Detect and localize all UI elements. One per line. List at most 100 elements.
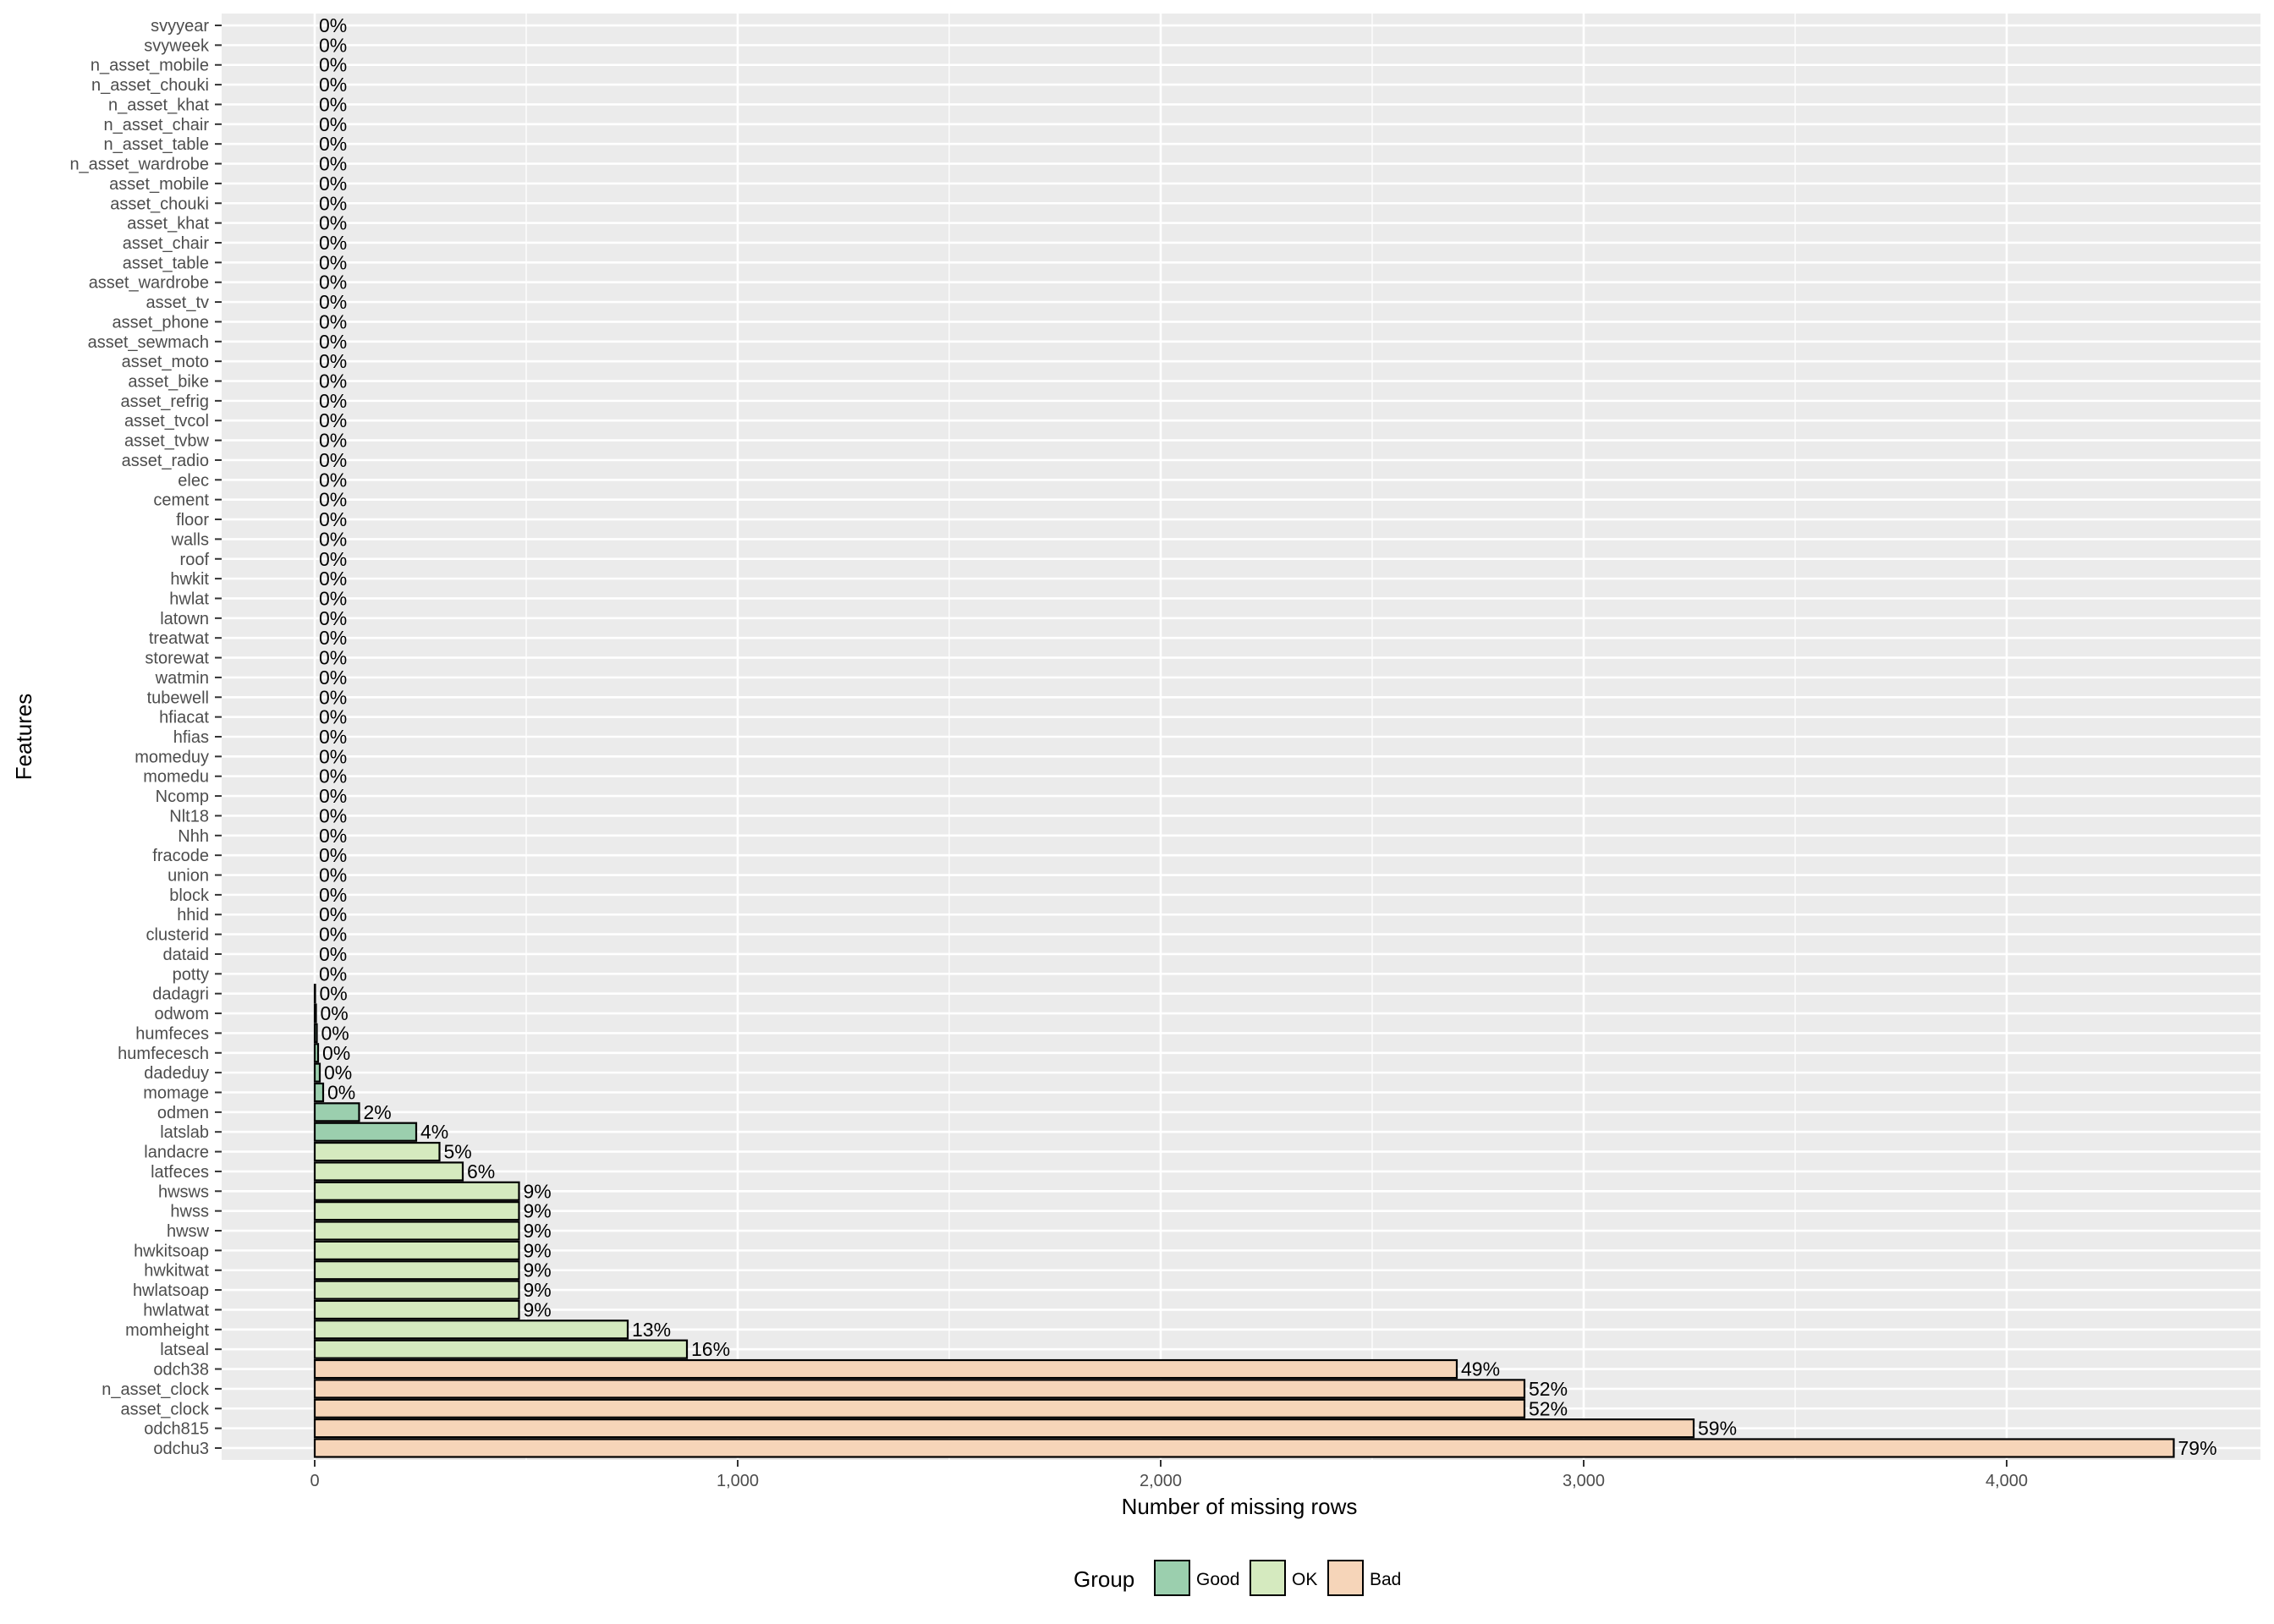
bar: [313, 1221, 520, 1241]
data-label: 0%: [319, 686, 347, 708]
legend-key-bad: [1327, 1560, 1364, 1596]
data-label: 0%: [319, 627, 347, 649]
data-label: 0%: [319, 963, 347, 985]
data-label: 0%: [319, 192, 347, 214]
data-label: 0%: [319, 924, 347, 946]
bar: [313, 1201, 520, 1221]
data-label: 0%: [319, 745, 347, 767]
bar: [313, 1062, 321, 1083]
data-label: 0%: [319, 251, 347, 273]
y-tick-label: dadagri: [152, 985, 209, 1004]
bar: [313, 1082, 325, 1103]
data-label: 5%: [444, 1141, 472, 1163]
data-label: 9%: [524, 1259, 552, 1281]
y-tick-label: n_asset_mobile: [91, 57, 209, 75]
data-label: 0%: [319, 528, 347, 550]
x-tick-label: 2,000: [1140, 1472, 1182, 1490]
y-tick-label: walls: [171, 530, 209, 549]
y-tick-label: latfeces: [151, 1163, 209, 1182]
data-label: 0%: [319, 272, 347, 294]
x-tick-label: 3,000: [1563, 1472, 1605, 1490]
legend-label-ok: OK: [1292, 1570, 1317, 1589]
y-tick-label: hfias: [173, 728, 209, 747]
bar: [313, 1320, 629, 1340]
y-tick-label: odmen: [157, 1104, 209, 1122]
y-tick-label: asset_bike: [128, 373, 209, 392]
data-label: 0%: [322, 1042, 350, 1064]
y-tick-label: odwom: [155, 1005, 209, 1023]
y-tick-label: momage: [143, 1084, 209, 1102]
bar: [313, 1102, 360, 1122]
data-label: 0%: [319, 14, 347, 36]
bar: [313, 1339, 689, 1359]
data-label: 9%: [524, 1220, 552, 1242]
y-tick-label: asset_tv: [146, 294, 209, 312]
data-label: 0%: [319, 785, 347, 807]
data-label: 52%: [1529, 1397, 1568, 1419]
x-tick-label: 4,000: [1986, 1472, 2028, 1490]
data-label: 0%: [319, 587, 347, 609]
y-axis-title: Features: [11, 694, 36, 781]
y-tick-label: dadeduy: [144, 1064, 209, 1083]
data-label: 9%: [524, 1279, 552, 1301]
data-label: 0%: [319, 943, 347, 965]
y-tick-label: landacre: [144, 1144, 209, 1162]
y-tick-label: asset_phone: [112, 313, 209, 332]
y-tick-label: Ncomp: [156, 787, 209, 806]
y-tick-label: latslab: [160, 1123, 209, 1142]
data-label: 9%: [524, 1298, 552, 1320]
bar: [313, 1161, 464, 1182]
y-tick-label: block: [169, 886, 210, 905]
y-tick-label: hwsws: [158, 1182, 209, 1201]
y-tick-label: asset_sewmach: [88, 333, 209, 352]
y-tick-label: dataid: [163, 946, 210, 964]
data-label: 0%: [319, 93, 347, 115]
data-label: 0%: [321, 1002, 349, 1024]
y-tick-label: asset_wardrobe: [89, 274, 209, 293]
data-label: 0%: [319, 726, 347, 748]
y-tick-label: elec: [178, 471, 209, 490]
bar: [313, 1299, 520, 1320]
data-label: 0%: [321, 1022, 349, 1044]
y-tick-label: asset_refrig: [121, 392, 210, 411]
data-label: 0%: [319, 489, 347, 511]
y-tick-label: asset_chair: [123, 234, 210, 253]
data-label: 0%: [319, 706, 347, 728]
data-label: 6%: [467, 1160, 495, 1182]
legend-key-good: [1154, 1560, 1190, 1596]
bar: [313, 1260, 520, 1281]
y-tick-label: n_asset_chair: [103, 116, 209, 134]
bar: [313, 1141, 441, 1162]
legend-label-good: Good: [1196, 1570, 1239, 1589]
y-tick-label: hfiacat: [159, 709, 209, 727]
data-label: 0%: [319, 173, 347, 195]
y-tick-label: asset_mobile: [109, 175, 209, 194]
y-tick-label: n_asset_table: [103, 135, 209, 154]
y-tick-label: momeduy: [135, 748, 209, 766]
bar: [313, 1438, 2175, 1458]
data-label: 59%: [1698, 1418, 1737, 1440]
data-label: 4%: [420, 1121, 448, 1143]
data-label: 0%: [319, 430, 347, 452]
data-label: 0%: [319, 548, 347, 570]
y-tick-label: hwlatsoap: [133, 1281, 209, 1300]
y-tick-label: hhid: [177, 906, 209, 924]
y-tick-label: asset_khat: [127, 215, 209, 233]
bar: [313, 1003, 317, 1023]
bar: [313, 1418, 1695, 1439]
y-tick-label: hwsw: [167, 1222, 210, 1241]
data-label: 0%: [319, 449, 347, 471]
data-label: 0%: [319, 153, 347, 175]
legend-label-bad: Bad: [1370, 1570, 1401, 1589]
data-label: 0%: [319, 508, 347, 530]
data-label: 0%: [319, 667, 347, 689]
bar: [313, 1023, 318, 1044]
data-label: 16%: [691, 1338, 730, 1360]
y-tick-label: momheight: [125, 1321, 209, 1340]
y-tick-label: hwlatwat: [143, 1301, 209, 1320]
data-label: 0%: [319, 469, 347, 491]
data-label: 0%: [319, 350, 347, 372]
data-label: 79%: [2178, 1437, 2217, 1459]
data-label: 0%: [319, 568, 347, 590]
data-label: 0%: [319, 825, 347, 847]
